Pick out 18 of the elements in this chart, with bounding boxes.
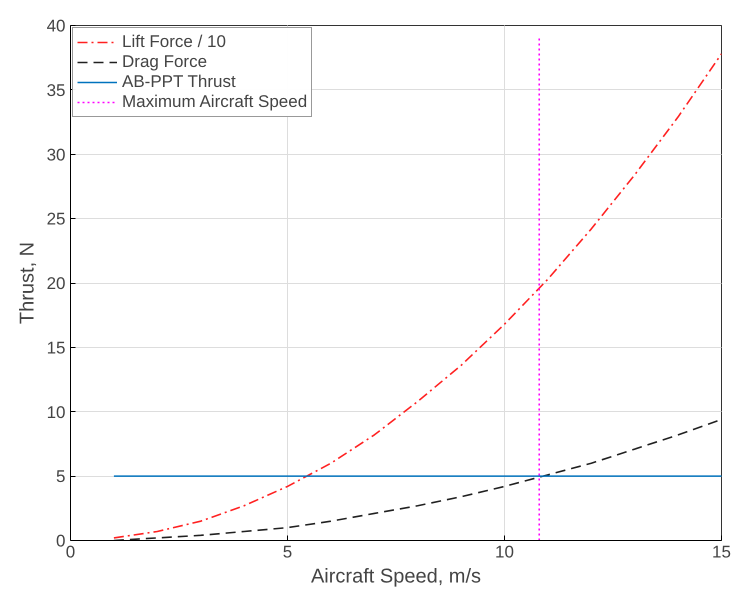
legend-label: AB-PPT Thrust bbox=[122, 72, 236, 92]
legend-label: Drag Force bbox=[122, 52, 208, 72]
y-tick-label: 40 bbox=[46, 16, 66, 36]
legend-label: Maximum Aircraft Speed bbox=[122, 92, 308, 112]
y-tick-label: 25 bbox=[46, 210, 66, 229]
y-tick-label: 5 bbox=[56, 467, 66, 486]
y-tick-label: 10 bbox=[46, 402, 66, 422]
y-axis-title: Thrust, N bbox=[16, 242, 39, 324]
x-tick-label: 5 bbox=[282, 542, 292, 562]
x-axis-title: Aircraft Speed, m/s bbox=[310, 566, 482, 588]
line-series bbox=[113, 53, 722, 539]
y-tick-label: 15 bbox=[46, 338, 66, 358]
legend-label: Lift Force / 10 bbox=[122, 32, 226, 52]
y-tick-label: 30 bbox=[46, 145, 66, 164]
x-tick-label: 15 bbox=[712, 542, 731, 562]
y-tick-label: 20 bbox=[46, 274, 66, 293]
x-tick-label: 10 bbox=[495, 542, 514, 562]
y-tick-label: 35 bbox=[46, 80, 66, 100]
